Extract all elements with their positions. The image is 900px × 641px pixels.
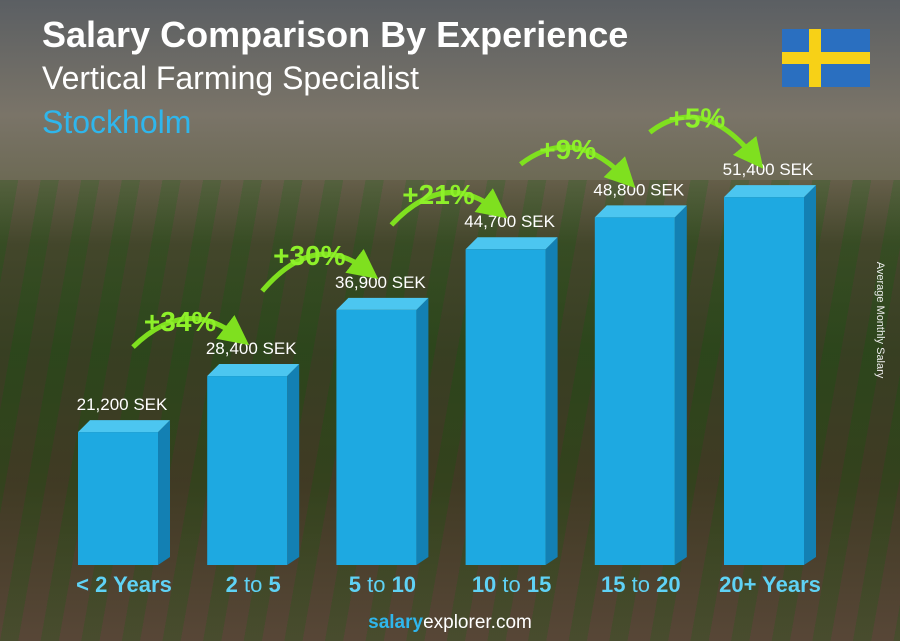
bar-top	[465, 237, 558, 250]
bar	[594, 217, 675, 565]
increase-label: +9%	[539, 134, 596, 165]
bar-top	[78, 420, 170, 433]
bar-side	[674, 205, 687, 565]
increase-label: +5%	[668, 102, 725, 133]
increase-label: +21%	[402, 179, 474, 210]
increase-arrow	[260, 248, 379, 293]
bar-top	[336, 297, 429, 310]
job-title: Vertical Farming Specialist	[42, 60, 420, 96]
bar-side	[804, 185, 816, 565]
increase-arrow	[131, 315, 250, 349]
value-label: 44,700 SEK	[464, 212, 555, 231]
bar-top	[594, 205, 687, 218]
sweden-flag-icon	[782, 29, 870, 87]
category-label: 15 to 20	[601, 572, 681, 597]
increase-arrow	[519, 144, 636, 189]
bar-side	[158, 420, 170, 565]
value-label: 51,400 SEK	[723, 160, 814, 179]
category-label: 5 to 10	[349, 572, 416, 597]
category-label: 20+ Years	[719, 572, 821, 597]
bar-side	[287, 364, 300, 565]
chart-title: Salary Comparison By Experience	[42, 14, 629, 55]
bar-top	[724, 185, 816, 198]
bar-side	[416, 297, 429, 565]
category-label: < 2 Years	[76, 572, 172, 597]
increase-label: +30%	[273, 240, 345, 271]
bar	[78, 432, 158, 565]
increase-arrow	[389, 188, 508, 227]
bar	[336, 309, 417, 565]
bar	[724, 197, 804, 565]
bar-top	[207, 364, 300, 377]
category-label: 2 to 5	[226, 572, 281, 597]
bar	[465, 249, 546, 565]
value-label: 21,200 SEK	[77, 395, 168, 414]
increase-label: +34%	[144, 306, 216, 337]
bar	[207, 376, 288, 565]
brand-bold: salary	[368, 612, 424, 633]
brand-rest: explorer.com	[423, 612, 532, 633]
increase-arrow	[648, 114, 764, 169]
bar-side	[545, 237, 558, 565]
value-label: 48,800 SEK	[593, 180, 684, 199]
category-label: 10 to 15	[472, 572, 552, 597]
value-label: 28,400 SEK	[206, 339, 297, 358]
value-label: 36,900 SEK	[335, 273, 426, 292]
location: Stockholm	[42, 104, 192, 140]
footer-brand[interactable]: salaryexplorer.com	[0, 612, 900, 634]
